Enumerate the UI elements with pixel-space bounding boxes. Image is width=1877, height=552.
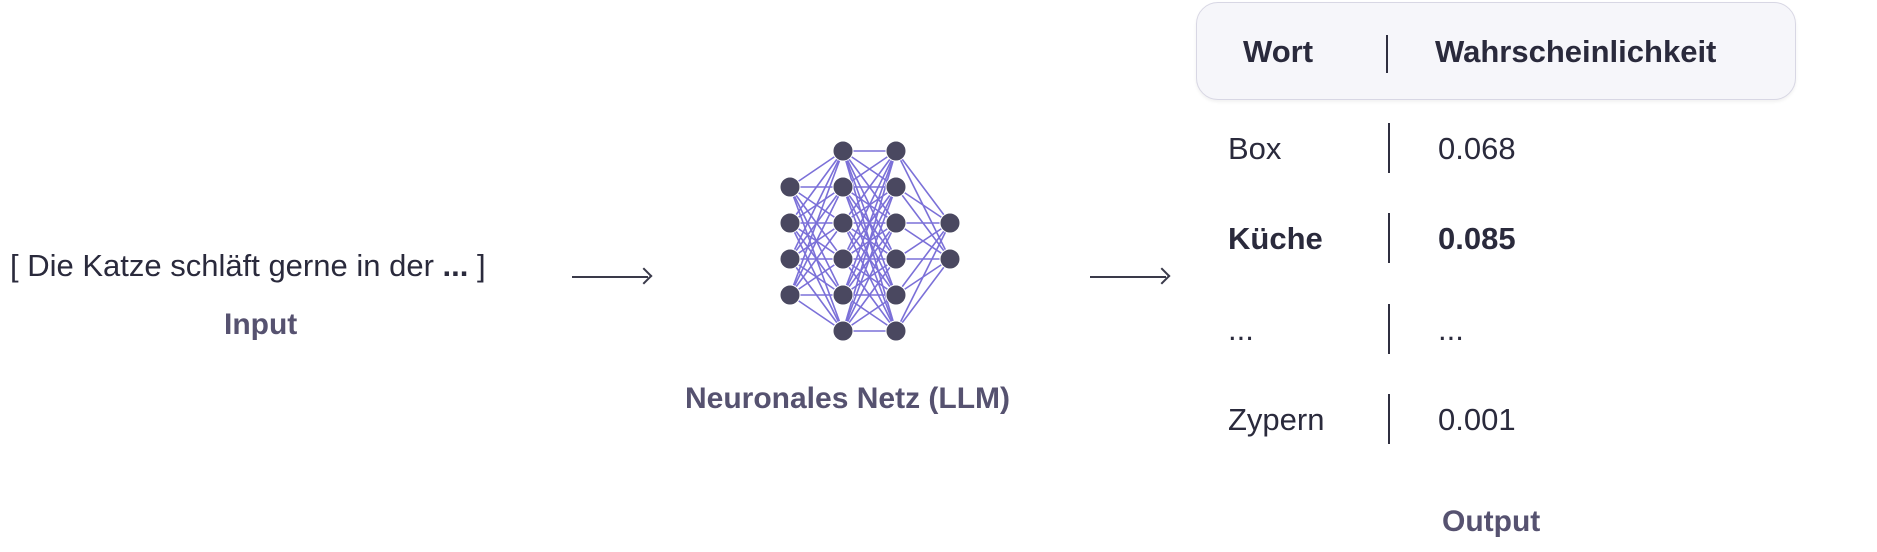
network-node bbox=[885, 320, 907, 342]
cell-word: Zypern bbox=[1228, 402, 1325, 437]
network-node bbox=[885, 212, 907, 234]
network-edge bbox=[842, 294, 897, 332]
arrow-network-to-output-icon bbox=[1090, 276, 1166, 278]
network-edge bbox=[895, 222, 951, 260]
cell-word: ... bbox=[1228, 312, 1254, 347]
network-node bbox=[885, 140, 907, 162]
input-sentence-close: ] bbox=[468, 248, 486, 283]
network-edge bbox=[789, 258, 844, 296]
network-edge bbox=[895, 258, 951, 332]
network-edge bbox=[895, 222, 951, 332]
network-edge bbox=[842, 150, 897, 224]
column-header-probability: Wahrscheinlichkeit bbox=[1435, 34, 1717, 69]
column-separator bbox=[1388, 213, 1390, 263]
column-separator bbox=[1388, 394, 1390, 444]
table-row: ... ... bbox=[1196, 304, 1794, 354]
table-row-highlighted: Küche 0.085 bbox=[1196, 213, 1794, 263]
network-node bbox=[779, 176, 801, 198]
network-node bbox=[832, 248, 854, 270]
network-node bbox=[885, 284, 907, 306]
network-edge bbox=[842, 222, 897, 332]
neural-network-icon bbox=[779, 140, 961, 342]
network-node bbox=[832, 284, 854, 306]
network-edge bbox=[789, 150, 844, 224]
column-header-word: Wort bbox=[1243, 34, 1314, 69]
network-edge bbox=[895, 186, 951, 224]
table-row: Zypern 0.001 bbox=[1196, 394, 1794, 444]
network-edge bbox=[895, 150, 951, 224]
network-edges bbox=[789, 150, 951, 332]
network-node bbox=[832, 320, 854, 342]
network-edge bbox=[842, 150, 897, 188]
column-separator bbox=[1388, 304, 1390, 354]
network-node bbox=[832, 140, 854, 162]
cell-word: Box bbox=[1228, 131, 1282, 166]
network-label: Neuronales Netz (LLM) bbox=[685, 382, 1011, 415]
network-edge bbox=[842, 258, 897, 332]
network-node bbox=[939, 212, 961, 234]
network-edge bbox=[842, 186, 897, 332]
network-nodes bbox=[779, 140, 961, 342]
network-edge bbox=[789, 294, 844, 332]
cell-probability: 0.001 bbox=[1438, 402, 1516, 437]
network-edge bbox=[842, 150, 897, 296]
input-sentence-text: [ Die Katze schläft gerne in der bbox=[10, 248, 443, 283]
column-separator bbox=[1386, 35, 1388, 73]
input-label: Input bbox=[224, 308, 298, 341]
network-edge bbox=[789, 222, 844, 296]
network-edge bbox=[789, 150, 844, 296]
cell-probability: ... bbox=[1438, 312, 1464, 347]
network-edge bbox=[789, 150, 844, 260]
network-edge bbox=[842, 150, 897, 260]
network-edge bbox=[895, 222, 951, 296]
network-node bbox=[779, 284, 801, 306]
network-node bbox=[832, 212, 854, 234]
network-edge bbox=[789, 150, 844, 188]
input-sentence-ellipsis: ... bbox=[442, 248, 469, 283]
network-edge bbox=[789, 186, 844, 296]
network-node bbox=[779, 212, 801, 234]
cell-probability: 0.085 bbox=[1438, 221, 1516, 256]
input-sentence: [ Die Katze schläft gerne in der ... ] bbox=[10, 248, 486, 284]
cell-word: Küche bbox=[1228, 221, 1323, 256]
table-row: Box 0.068 bbox=[1196, 123, 1794, 173]
network-node bbox=[939, 248, 961, 270]
table-header: Wort Wahrscheinlichkeit bbox=[1196, 2, 1796, 100]
output-label: Output bbox=[1442, 505, 1541, 538]
network-node bbox=[779, 248, 801, 270]
arrow-input-to-network-icon bbox=[572, 276, 648, 278]
network-node bbox=[885, 176, 907, 198]
network-node bbox=[885, 248, 907, 270]
network-edge bbox=[842, 150, 897, 332]
network-node bbox=[832, 176, 854, 198]
cell-probability: 0.068 bbox=[1438, 131, 1516, 166]
column-separator bbox=[1388, 123, 1390, 173]
